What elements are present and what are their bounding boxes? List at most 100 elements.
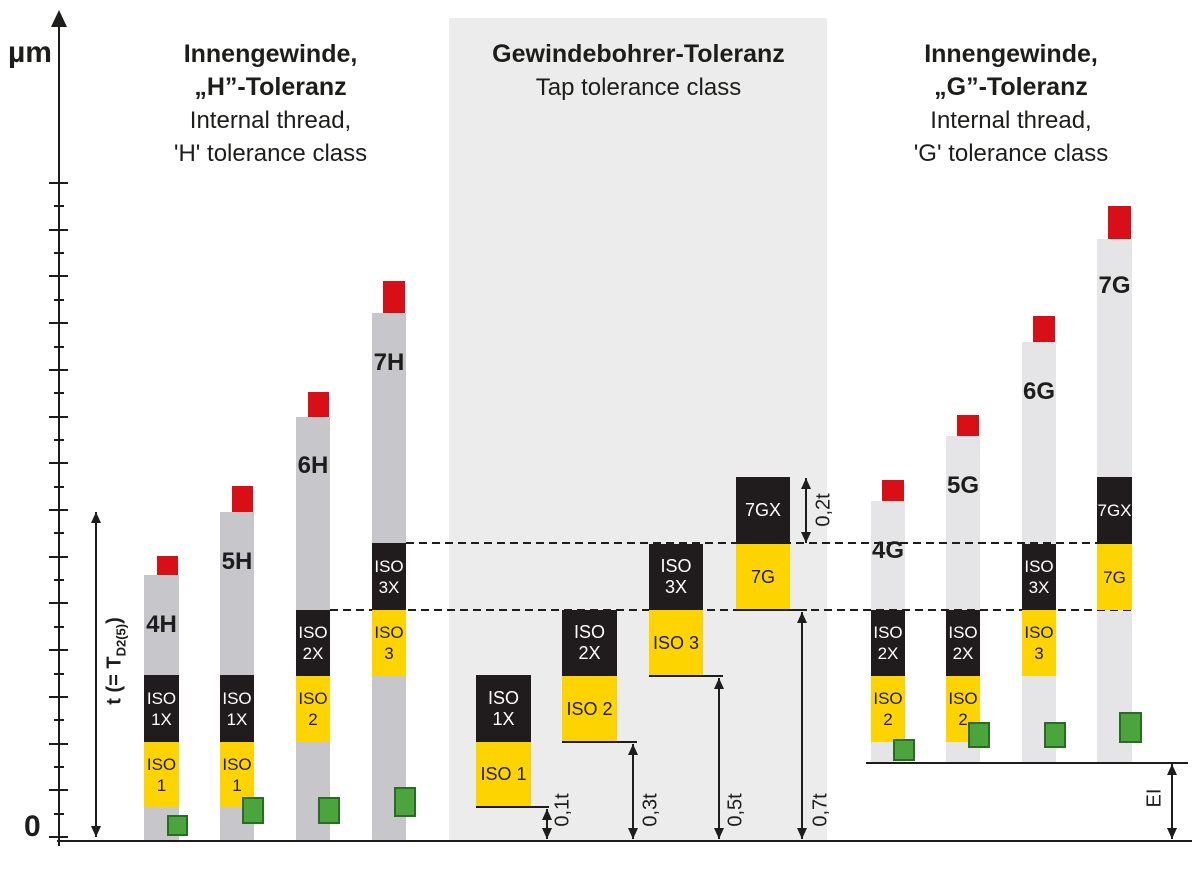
iso-black-block-5G: ISO 2X bbox=[946, 610, 980, 676]
y-axis-tick bbox=[49, 182, 68, 184]
axis-origin-label: 0 bbox=[24, 810, 41, 843]
bar-label-7G: 7G bbox=[1098, 272, 1131, 299]
green-marker-7G bbox=[1119, 712, 1142, 743]
y-axis-tick bbox=[49, 322, 68, 324]
heading-h-tolerance: Innengewinde, „H”-Toleranz Internal thre… bbox=[120, 38, 421, 170]
tap-yellow-block-iso3: ISO 3 bbox=[649, 610, 703, 676]
y-axis-tick bbox=[49, 275, 68, 277]
iso-yellow-block-7H: ISO 3 bbox=[372, 610, 406, 676]
iso-black-block-7H: ISO 3X bbox=[372, 543, 406, 610]
red-marker-4H bbox=[157, 556, 178, 575]
tap-black-block-iso2: ISO 2X bbox=[562, 610, 617, 676]
green-marker-7H bbox=[394, 787, 416, 817]
green-marker-6G bbox=[1044, 722, 1066, 748]
y-axis-tick bbox=[49, 369, 68, 371]
bar-label-5G: 5G bbox=[946, 472, 979, 499]
t-dimension-arrow bbox=[91, 512, 101, 837]
iso-black-block-6G: ISO 3X bbox=[1022, 544, 1056, 610]
tap-black-block-tap7g: 7GX bbox=[736, 477, 790, 544]
t-dimension-label: t (= TD2(5)) bbox=[103, 617, 129, 705]
green-marker-5H bbox=[242, 797, 264, 824]
heading-g-line1: Innengewinde, bbox=[924, 40, 1098, 68]
reference-line-lower bbox=[330, 609, 1132, 611]
red-marker-5G bbox=[957, 415, 979, 436]
y-axis-tick bbox=[54, 346, 64, 348]
iso-black-block-4H: ISO 1X bbox=[144, 675, 179, 742]
bar-label-7H: 7H bbox=[373, 349, 405, 376]
iso-yellow-block-4G: ISO 2 bbox=[871, 676, 905, 742]
y-axis-tick bbox=[54, 673, 64, 675]
green-marker-5G bbox=[968, 722, 990, 748]
green-marker-4H bbox=[167, 815, 188, 836]
y-axis-tick bbox=[54, 579, 64, 581]
dim-label-0,3t: 0,3t bbox=[639, 793, 662, 827]
red-marker-6G bbox=[1033, 316, 1055, 342]
iso-yellow-block-6H: ISO 2 bbox=[296, 676, 330, 742]
step-line-iso3 bbox=[649, 675, 723, 677]
ei-dimension-label: EI bbox=[1143, 788, 1166, 808]
y-axis-tick bbox=[54, 626, 64, 628]
y-axis-tick bbox=[54, 719, 64, 721]
dim-label-0,5t: 0,5t bbox=[724, 793, 747, 827]
dim-arrow-0,7t bbox=[797, 612, 807, 839]
iso-yellow-block-5G: ISO 2 bbox=[946, 676, 980, 742]
y-axis-tick bbox=[49, 509, 68, 511]
heading-h-line3: Internal thread, bbox=[189, 107, 352, 134]
ei-dimension-arrow bbox=[1167, 764, 1177, 839]
iso-black-block-6H: ISO 2X bbox=[296, 610, 330, 676]
dim-arrow-0,5t bbox=[714, 678, 724, 839]
step-line-iso1 bbox=[476, 806, 549, 808]
iso-black-block-4G: ISO 2X bbox=[871, 610, 905, 676]
y-axis-tick bbox=[54, 813, 64, 815]
iso-yellow-block-7G: 7G bbox=[1097, 544, 1132, 610]
y-axis-tick bbox=[49, 836, 68, 838]
heading-tap-line2: Tap tolerance class bbox=[535, 74, 742, 101]
zero-baseline bbox=[57, 840, 1192, 842]
heading-g-tolerance: Innengewinde, „G”-Toleranz Internal thre… bbox=[861, 38, 1161, 170]
heading-tap-tolerance: Gewindebohrer-Toleranz Tap tolerance cla… bbox=[458, 38, 819, 104]
iso-black-block-5H: ISO 1X bbox=[220, 675, 254, 742]
green-marker-4G bbox=[893, 739, 915, 761]
y-axis-tick bbox=[49, 789, 68, 791]
y-axis-line bbox=[58, 24, 60, 846]
heading-h-line4: 'H' tolerance class bbox=[173, 140, 368, 167]
y-axis-tick bbox=[54, 205, 64, 207]
y-axis-tick bbox=[54, 299, 64, 301]
bar-label-6G: 6G bbox=[1022, 378, 1055, 405]
y-axis-tick bbox=[54, 392, 64, 394]
y-axis-arrowhead-icon bbox=[51, 10, 67, 27]
heading-g-line3: Internal thread, bbox=[930, 107, 1092, 134]
red-marker-7H bbox=[383, 281, 405, 313]
y-axis-tick bbox=[54, 252, 64, 254]
dim-label-0,7t: 0,7t bbox=[809, 793, 832, 827]
tap-yellow-block-iso1: ISO 1 bbox=[476, 742, 531, 807]
tap-black-block-iso1: ISO 1X bbox=[476, 675, 531, 742]
iso-black-block-7G: 7GX bbox=[1097, 477, 1132, 544]
y-axis-tick bbox=[49, 696, 68, 698]
y-axis-tick bbox=[49, 462, 68, 464]
g-section-baseline bbox=[866, 762, 1188, 764]
dim-arrow-0,2t bbox=[801, 478, 811, 543]
iso-yellow-block-5H: ISO 1 bbox=[220, 742, 254, 807]
y-axis-tick bbox=[49, 416, 68, 418]
tap-yellow-block-iso2: ISO 2 bbox=[562, 676, 617, 742]
red-marker-5H bbox=[232, 486, 253, 512]
y-axis-tick bbox=[54, 439, 64, 441]
y-axis-tick bbox=[49, 743, 68, 745]
axis-unit-label: µm bbox=[8, 36, 52, 69]
y-axis-tick bbox=[54, 486, 64, 488]
y-axis-tick bbox=[49, 649, 68, 651]
y-axis-tick bbox=[49, 602, 68, 604]
y-axis-tick bbox=[49, 556, 68, 558]
heading-tap-line1: Gewindebohrer-Toleranz bbox=[492, 40, 785, 68]
heading-g-line4: 'G' tolerance class bbox=[913, 140, 1109, 167]
heading-h-line1: Innengewinde, bbox=[183, 40, 358, 68]
red-marker-7G bbox=[1108, 206, 1131, 239]
tap-black-block-iso3: ISO 3X bbox=[649, 544, 703, 610]
step-line-tap7g bbox=[736, 609, 807, 611]
y-axis-tick bbox=[49, 229, 68, 231]
iso-yellow-block-4H: ISO 1 bbox=[144, 742, 179, 807]
heading-g-line2: „G”-Toleranz bbox=[934, 73, 1088, 101]
y-axis-tick bbox=[54, 766, 64, 768]
